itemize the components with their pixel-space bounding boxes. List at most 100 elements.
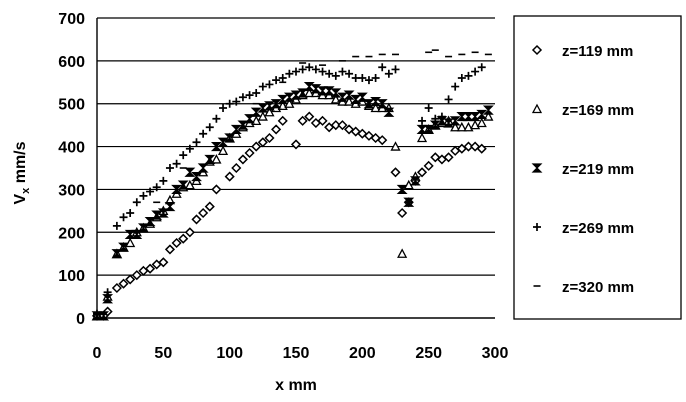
legend-marker	[531, 44, 543, 56]
data-point	[164, 244, 176, 255]
x-tick-label: 250	[415, 345, 442, 362]
data-point	[257, 137, 268, 148]
data-point	[204, 201, 215, 212]
data-point	[179, 151, 188, 160]
data-point	[456, 111, 468, 122]
legend-label: z=169 mm	[562, 102, 634, 119]
y-tick-label: 600	[58, 54, 85, 71]
data-point	[416, 132, 428, 143]
data-point	[390, 167, 401, 178]
y-tick-label: 100	[58, 268, 85, 285]
data-point	[245, 91, 254, 100]
series-triangle	[91, 87, 494, 321]
legend-item: z=219 mm	[531, 161, 634, 178]
data-point	[297, 115, 308, 126]
data-point	[191, 214, 202, 225]
data-point	[211, 184, 222, 195]
y-tick-label: 500	[58, 97, 85, 114]
data-point	[265, 80, 274, 89]
data-point	[317, 115, 328, 126]
data-point	[251, 141, 262, 152]
data-point	[270, 99, 282, 109]
data-point	[391, 65, 400, 74]
legend-item: z=119 mm	[531, 43, 633, 60]
data-point	[126, 209, 135, 217]
data-point	[337, 120, 348, 131]
data-point	[456, 121, 467, 132]
data-point	[396, 184, 408, 195]
data-point	[205, 123, 214, 132]
data-point	[469, 111, 481, 122]
data-point	[225, 99, 234, 108]
x-axis-title: x mm	[275, 377, 317, 394]
data-point	[476, 143, 487, 154]
data-point	[331, 71, 340, 80]
data-point	[463, 141, 474, 152]
data-point	[476, 117, 487, 128]
data-point	[171, 184, 183, 195]
x-tick-label: 50	[154, 345, 172, 362]
series-plus	[93, 63, 486, 318]
data-point	[423, 160, 434, 171]
data-point	[424, 104, 433, 112]
data-point	[443, 118, 455, 128]
data-point	[376, 99, 388, 109]
data-point	[383, 107, 395, 117]
data-point	[111, 282, 122, 294]
series-diamond	[91, 111, 487, 321]
y-axis-title-subscript: x	[20, 187, 32, 194]
data-point	[464, 71, 473, 80]
legend-items: z=119 mm z=169 mm z=219 mm z=269 mm z=320 mm	[531, 43, 634, 296]
data-point	[244, 114, 256, 124]
legend: z=119 mm z=169 mm z=219 mm z=269 mm z=320 mm	[513, 15, 682, 320]
data-point	[343, 90, 355, 100]
x-tick-label: 0	[93, 345, 102, 362]
data-point	[305, 63, 314, 72]
data-point	[397, 248, 408, 258]
data-point	[177, 180, 189, 190]
data-point	[264, 132, 275, 144]
data-point	[292, 67, 300, 76]
data-point	[197, 163, 209, 173]
data-point	[483, 111, 494, 121]
data-point	[403, 197, 415, 207]
data-point	[264, 101, 275, 111]
x-tick-label: 100	[216, 345, 243, 362]
y-tick-label: 700	[58, 11, 85, 28]
data-point	[304, 111, 315, 122]
data-point	[277, 115, 288, 126]
data-point	[237, 154, 248, 165]
data-point	[139, 191, 148, 200]
data-point	[285, 69, 294, 78]
data-point	[443, 152, 454, 163]
data-point	[303, 81, 315, 92]
grid-lines	[97, 17, 495, 276]
data-point	[437, 112, 446, 121]
data-point	[444, 95, 453, 104]
data-point	[338, 67, 347, 76]
data-point	[199, 129, 208, 138]
x-tick-label: 300	[482, 345, 509, 362]
data-point	[311, 65, 320, 74]
data-point	[131, 270, 142, 281]
data-point	[211, 154, 222, 164]
y-axis-title: Vx mm/s	[12, 141, 32, 204]
legend-item: z=269 mm	[533, 220, 634, 237]
data-point	[416, 167, 428, 178]
legend-label: z=269 mm	[562, 220, 634, 237]
data-point	[172, 159, 181, 168]
data-point	[231, 162, 242, 174]
data-point	[232, 97, 241, 106]
data-point	[325, 69, 334, 78]
data-point	[238, 93, 247, 102]
data-point	[278, 74, 287, 82]
data-point	[102, 294, 114, 304]
data-point	[132, 198, 141, 207]
x-tick-label: 200	[349, 345, 376, 362]
data-point	[463, 111, 474, 122]
y-tick-label: 300	[58, 182, 85, 199]
data-point	[93, 309, 101, 318]
legend-item: z=320 mm	[533, 279, 634, 296]
data-point	[210, 141, 222, 152]
data-points	[91, 49, 494, 321]
